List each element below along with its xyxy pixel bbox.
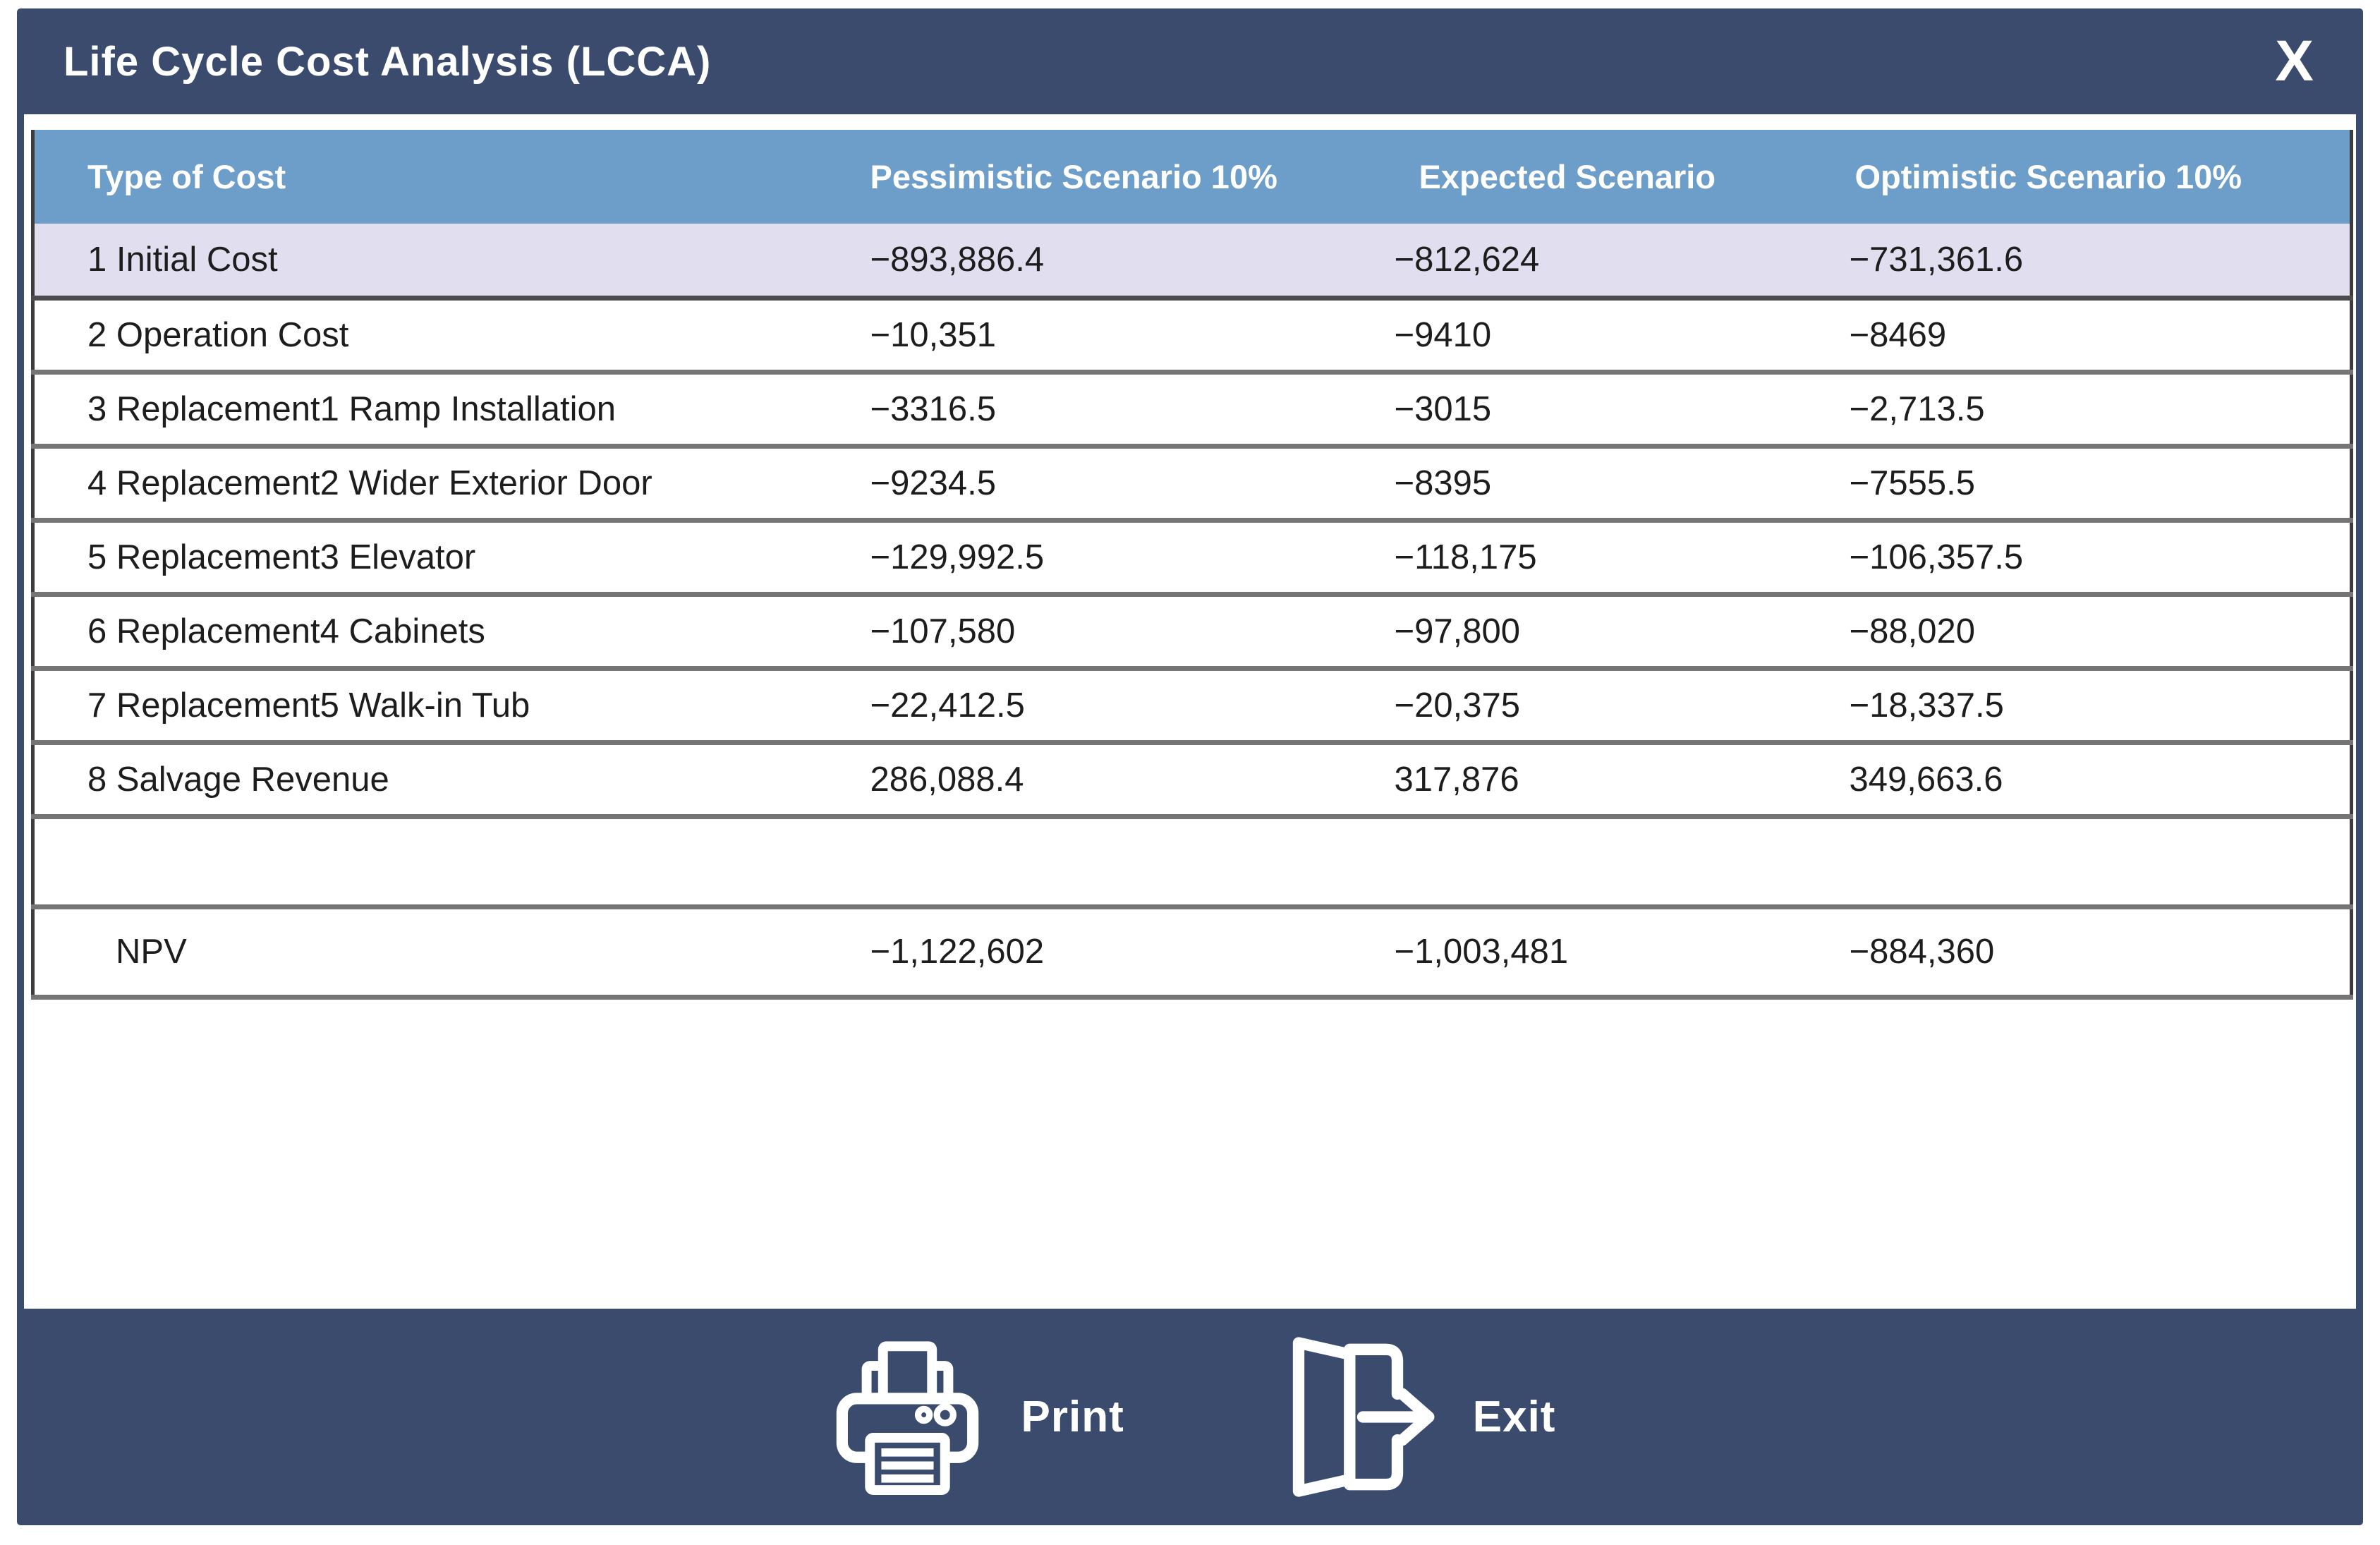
expected-value: 317,876 <box>1394 760 1519 799</box>
window-title: Life Cycle Cost Analysis (LCCA) <box>63 38 712 85</box>
expected-value: −118,175 <box>1394 538 1537 576</box>
table-header: Type of Cost Pessimistic Scenario 10% Ex… <box>32 130 2352 224</box>
optimistic-value: −106,357.5 <box>1849 538 2024 576</box>
print-label: Print <box>1021 1393 1124 1441</box>
expected-value: −8395 <box>1394 464 1492 502</box>
exit-button[interactable]: Exit <box>1244 1334 1556 1500</box>
table-row[interactable]: 6 Replacement4 Cabinets −107,580 −97,800… <box>32 594 2352 668</box>
npv-expected-value: −1,003,481 <box>1394 933 1569 971</box>
expected-value: −20,375 <box>1394 686 1521 725</box>
exit-door-icon <box>1292 1337 1435 1497</box>
expected-value: −9410 <box>1394 315 1492 354</box>
col-header-pessimistic: Pessimistic Scenario 10% <box>861 130 1395 224</box>
optimistic-value: −731,361.6 <box>1849 240 2024 279</box>
table-row[interactable]: 5 Replacement3 Elevator −129,992.5 −118,… <box>32 520 2352 594</box>
row-label: 3 Replacement1 Ramp Installation <box>87 389 617 428</box>
table-body: 1 Initial Cost −893,886.4 −812,624 −731,… <box>32 224 2352 816</box>
pessimistic-value: −9234.5 <box>870 464 997 502</box>
close-icon[interactable]: X <box>2275 29 2314 93</box>
table-summary-body: NPV −1,122,602 −1,003,481 −884,360 <box>32 816 2352 997</box>
footer-bar: Print Exit <box>17 1309 2363 1525</box>
pessimistic-value: −129,992.5 <box>870 538 1045 576</box>
npv-pessimistic-value: −1,122,602 <box>870 933 1045 971</box>
row-label: 4 Replacement2 Wider Exterior Door <box>87 464 652 502</box>
col-header-optimistic: Optimistic Scenario 10% <box>1849 130 2352 224</box>
npv-row[interactable]: NPV −1,122,602 −1,003,481 −884,360 <box>32 907 2352 997</box>
npv-optimistic-value: −884,360 <box>1849 933 1995 971</box>
row-label: 7 Replacement5 Walk-in Tub <box>87 686 530 725</box>
expected-value: −3015 <box>1394 389 1492 428</box>
print-button[interactable]: Print <box>825 1340 1124 1495</box>
row-label: 2 Operation Cost <box>87 315 349 354</box>
col-header-type-of-cost: Type of Cost <box>32 130 862 224</box>
row-label: 1 Initial Cost <box>87 240 278 279</box>
spacer-cell <box>33 816 2352 907</box>
lcca-window: Life Cycle Cost Analysis (LCCA) X Type o… <box>17 8 2363 1525</box>
table-row[interactable]: 3 Replacement1 Ramp Installation −3316.5… <box>32 372 2352 446</box>
pessimistic-value: −893,886.4 <box>870 240 1045 279</box>
optimistic-value: 349,663.6 <box>1849 760 2003 799</box>
optimistic-value: −2,713.5 <box>1849 389 1985 428</box>
printer-icon <box>836 1340 978 1495</box>
expected-value: −812,624 <box>1394 240 1540 279</box>
exit-label: Exit <box>1472 1393 1556 1441</box>
optimistic-value: −8469 <box>1849 315 1947 354</box>
title-bar: Life Cycle Cost Analysis (LCCA) X <box>17 8 2363 114</box>
pessimistic-value: 286,088.4 <box>870 760 1024 799</box>
pessimistic-value: −10,351 <box>870 315 997 354</box>
optimistic-value: −7555.5 <box>1849 464 1976 502</box>
table-row[interactable]: 7 Replacement5 Walk-in Tub −22,412.5 −20… <box>32 668 2352 742</box>
header-row: Type of Cost Pessimistic Scenario 10% Ex… <box>32 130 2352 224</box>
npv-label: NPV <box>116 933 187 971</box>
pessimistic-value: −3316.5 <box>870 389 997 428</box>
lcca-table: Type of Cost Pessimistic Scenario 10% Ex… <box>31 130 2353 1000</box>
row-label: 8 Salvage Revenue <box>87 760 389 799</box>
content-area: Type of Cost Pessimistic Scenario 10% Ex… <box>24 114 2356 1309</box>
pessimistic-value: −107,580 <box>870 612 1016 650</box>
spacer-row <box>32 816 2352 907</box>
optimistic-value: −88,020 <box>1849 612 1976 650</box>
pessimistic-value: −22,412.5 <box>870 686 1025 725</box>
table-row[interactable]: 8 Salvage Revenue 286,088.4 317,876 349,… <box>32 742 2352 816</box>
table-row[interactable]: 1 Initial Cost −893,886.4 −812,624 −731,… <box>32 224 2352 298</box>
expected-value: −97,800 <box>1394 612 1521 650</box>
optimistic-value: −18,337.5 <box>1849 686 2004 725</box>
table-row[interactable]: 4 Replacement2 Wider Exterior Door −9234… <box>32 446 2352 520</box>
table-row[interactable]: 2 Operation Cost −10,351 −9410 −8469 <box>32 298 2352 372</box>
row-label: 5 Replacement3 Elevator <box>87 538 476 576</box>
col-header-expected: Expected Scenario <box>1394 130 1850 224</box>
row-label: 6 Replacement4 Cabinets <box>87 612 485 650</box>
